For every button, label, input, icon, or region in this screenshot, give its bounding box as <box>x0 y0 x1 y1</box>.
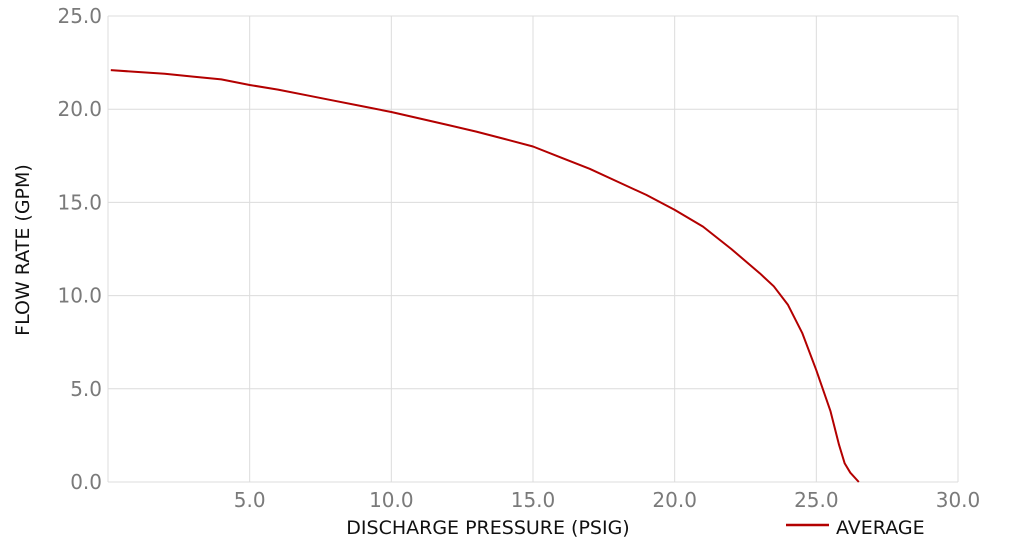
y-tick-label: 15.0 <box>57 190 102 214</box>
x-tick-label: 15.0 <box>511 488 556 512</box>
y-tick-label: 25.0 <box>57 4 102 28</box>
x-axis-ticks: 5.0 10.0 15.0 20.0 25.0 30.0 <box>234 488 981 512</box>
y-tick-label: 0.0 <box>70 470 102 494</box>
series-line-average <box>110 69 860 483</box>
x-tick-label: 30.0 <box>936 488 981 512</box>
x-axis-title: DISCHARGE PRESSURE (PSIG) <box>346 517 629 539</box>
y-tick-label: 5.0 <box>70 377 102 401</box>
x-tick-label: 5.0 <box>234 488 266 512</box>
y-tick-label: 20.0 <box>57 97 102 121</box>
legend-label-average: AVERAGE <box>836 517 925 539</box>
y-tick-label: 10.0 <box>57 284 102 308</box>
series-layer <box>110 69 860 483</box>
y-axis-title: FLOW RATE (GPM) <box>12 164 34 336</box>
legend: AVERAGE <box>786 517 925 539</box>
x-tick-label: 25.0 <box>794 488 839 512</box>
y-axis-ticks: 0.0 5.0 10.0 15.0 20.0 25.0 <box>57 4 102 494</box>
x-tick-label: 10.0 <box>369 488 414 512</box>
x-tick-label: 20.0 <box>652 488 697 512</box>
grid <box>107 15 959 483</box>
